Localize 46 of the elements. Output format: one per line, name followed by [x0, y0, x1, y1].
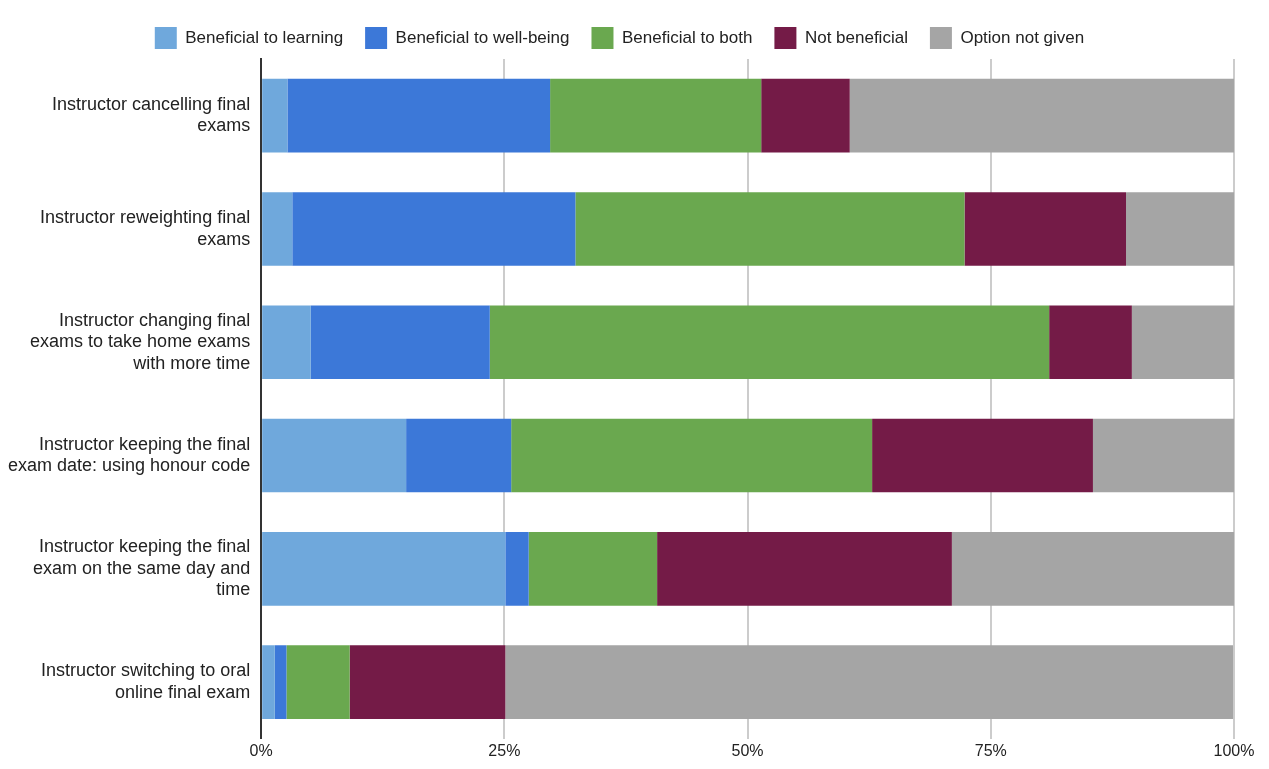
legend-label: Beneficial to both: [621, 27, 753, 47]
bar: [262, 192, 293, 266]
bar: [528, 532, 658, 606]
bar: [310, 305, 490, 380]
bar: [489, 305, 1050, 380]
bar: [349, 645, 506, 719]
bar: [575, 192, 965, 266]
bar: [1049, 305, 1132, 380]
bar: [657, 532, 952, 606]
x-tick-label: 75%: [974, 741, 1007, 759]
bar: [262, 305, 311, 380]
bar: [505, 532, 529, 606]
bar: [1092, 418, 1234, 493]
bar: [505, 645, 1234, 719]
legend-label: Option not given: [960, 27, 1085, 47]
bar: [511, 418, 873, 493]
y-tick-label: Instructor cancelling final exams: [52, 93, 251, 136]
bar: [964, 192, 1127, 266]
bar: [1126, 192, 1234, 266]
bar: [262, 532, 506, 606]
legend-label: Beneficial to well-being: [395, 27, 570, 47]
bar: [287, 78, 551, 153]
x-tick-label: 100%: [1213, 741, 1255, 759]
bar: [1131, 305, 1234, 380]
x-tick-label: 50%: [731, 741, 764, 759]
bar: [849, 78, 1234, 153]
legend-label: Beneficial to learning: [185, 27, 344, 47]
bar: [292, 192, 576, 266]
y-tick-label: Instructor keeping the final exam on the same day and time: [33, 536, 251, 600]
x-tick-label: 25%: [488, 741, 521, 759]
y-tick-label: Instructor reweighting final exams: [40, 207, 251, 249]
bar: [274, 645, 287, 719]
bar: [406, 418, 512, 493]
bar: [872, 418, 1093, 493]
bar: [951, 532, 1234, 606]
legend-label: Not beneficial: [804, 27, 908, 47]
y-tick-label: Instructor switching to oral online final exam: [41, 660, 251, 702]
x-tick-label: 0%: [249, 741, 273, 759]
y-tick-label: Instructor keeping the final exam date: using honour code: [7, 433, 251, 476]
bar: [262, 78, 288, 153]
bar: [550, 78, 762, 153]
y-tick-label: Instructor changing final exams to take home exams with more time: [30, 309, 251, 373]
bar: [761, 78, 850, 153]
bar: [262, 418, 407, 493]
bar: [286, 645, 350, 719]
bar: [262, 645, 275, 719]
